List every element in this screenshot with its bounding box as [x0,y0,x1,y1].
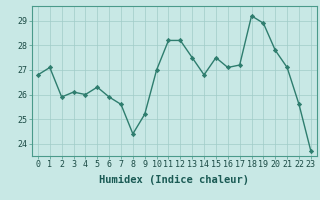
X-axis label: Humidex (Indice chaleur): Humidex (Indice chaleur) [100,175,249,185]
